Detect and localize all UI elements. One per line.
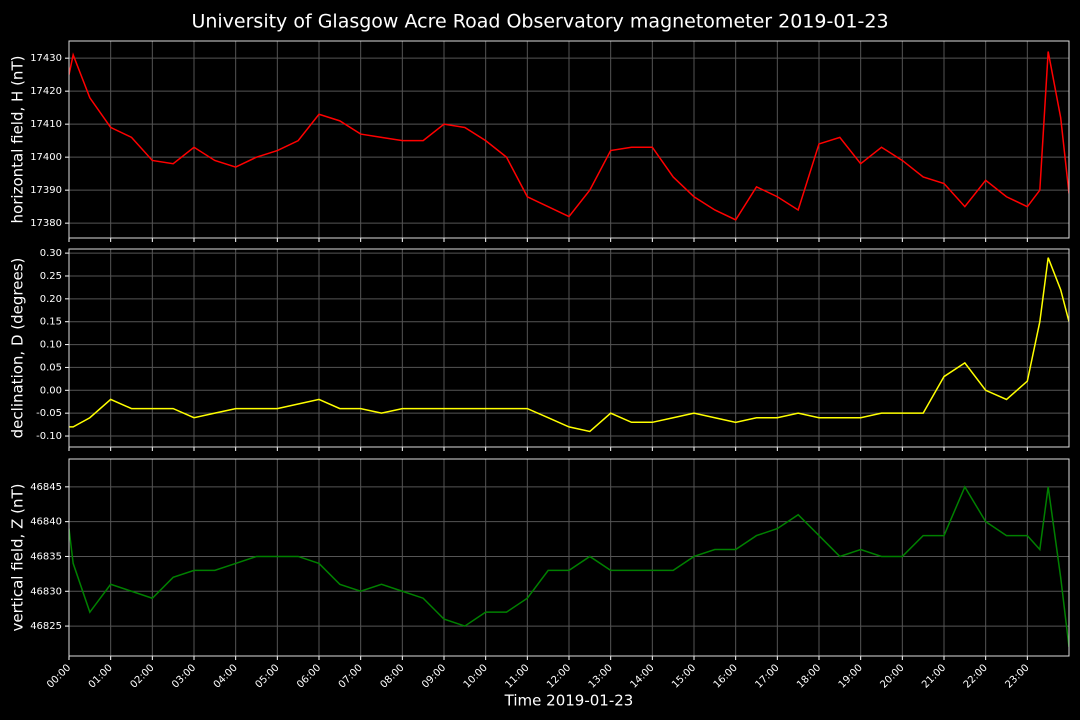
y-tick-label: 17380 (30, 218, 62, 229)
plot-area (69, 257, 1069, 433)
y-tick-label: 46825 (30, 621, 62, 632)
y-tick-label: 17390 (30, 185, 62, 196)
plot-area (69, 51, 1069, 221)
y-tick-label: 0.10 (40, 340, 62, 351)
y-tick-label: 17420 (30, 86, 62, 97)
y-axis-label: declination, D (degrees) (9, 258, 27, 439)
y-tick-label: 0.30 (40, 248, 62, 259)
y-tick-label: -0.10 (36, 431, 62, 442)
y-tick-label: 17410 (30, 119, 62, 130)
axes-frame (68, 458, 1070, 657)
y-tick-label: 0.00 (40, 385, 62, 396)
y-axis-label: vertical field, Z (nT) (9, 483, 27, 631)
y-tick-label: 0.20 (40, 294, 62, 305)
y-tick-label: 46840 (30, 517, 62, 528)
data-line (69, 485, 1069, 648)
y-tick-label: 17430 (30, 53, 62, 64)
y-tick-label: 0.25 (40, 271, 62, 282)
y-tick-label: 46830 (30, 586, 62, 597)
x-axis-label: Time 2019-01-23 (504, 692, 634, 710)
data-line (69, 51, 1069, 221)
y-tick-label: 17400 (30, 152, 62, 163)
y-axis-label: horizontal field, H (nT) (9, 56, 27, 224)
plot-area (69, 485, 1069, 648)
y-tick-label: 0.05 (40, 362, 62, 373)
axes-frame (68, 40, 1070, 239)
figure-title: University of Glasgow Acre Road Observat… (191, 11, 888, 33)
y-tick-label: 46835 (30, 551, 62, 562)
y-tick-label: -0.05 (36, 408, 62, 419)
axes-frame (68, 248, 1070, 448)
data-line (69, 257, 1069, 433)
y-tick-label: 46845 (30, 482, 62, 493)
y-tick-label: 0.15 (40, 317, 62, 328)
